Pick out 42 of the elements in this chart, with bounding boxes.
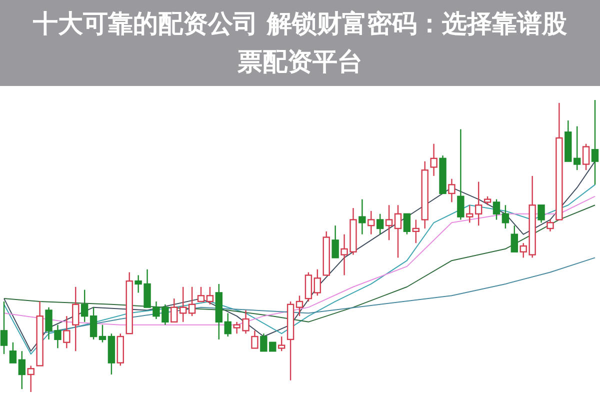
candlestick — [90, 306, 98, 340]
candlestick — [0, 300, 8, 355]
candlestick — [538, 204, 545, 224]
candlestick — [358, 198, 366, 235]
candlestick — [98, 324, 106, 343]
candlestick — [492, 198, 500, 220]
candlestick — [251, 330, 258, 349]
candlestick — [179, 286, 187, 323]
candlestick — [591, 99, 599, 186]
candlestick — [304, 272, 312, 302]
candlestick — [430, 143, 438, 177]
candlestick — [510, 224, 518, 252]
candlestick — [224, 312, 232, 338]
candlestick — [188, 286, 196, 317]
candlestick — [466, 204, 474, 224]
candlestick — [206, 286, 214, 305]
candlestick — [197, 286, 205, 302]
chart-title: 十大可靠的配资公司 解锁财富密码：选择靠谱股票配资平台 — [32, 8, 568, 78]
candlestick — [474, 181, 482, 226]
candlestick — [376, 213, 384, 235]
candlestick — [18, 350, 26, 390]
candlestick — [314, 268, 322, 296]
candlestick — [27, 365, 34, 393]
candlestick — [332, 224, 339, 258]
candlestick — [582, 143, 590, 171]
candlestick — [296, 295, 304, 317]
candlestick — [368, 210, 375, 235]
candlestick — [502, 204, 510, 230]
candlestick — [170, 298, 178, 323]
candlestick — [394, 204, 402, 258]
candlestick — [72, 286, 80, 352]
candlestick — [412, 219, 420, 244]
candlestick — [9, 342, 17, 364]
candlestick — [448, 178, 456, 203]
candlestick — [403, 213, 411, 235]
candlestick — [546, 219, 554, 232]
candlestick — [63, 315, 70, 349]
candlestick — [278, 336, 286, 352]
candlestick — [80, 289, 88, 323]
candlestick — [385, 204, 393, 241]
candlestick — [457, 128, 464, 220]
candlestick — [573, 126, 581, 171]
